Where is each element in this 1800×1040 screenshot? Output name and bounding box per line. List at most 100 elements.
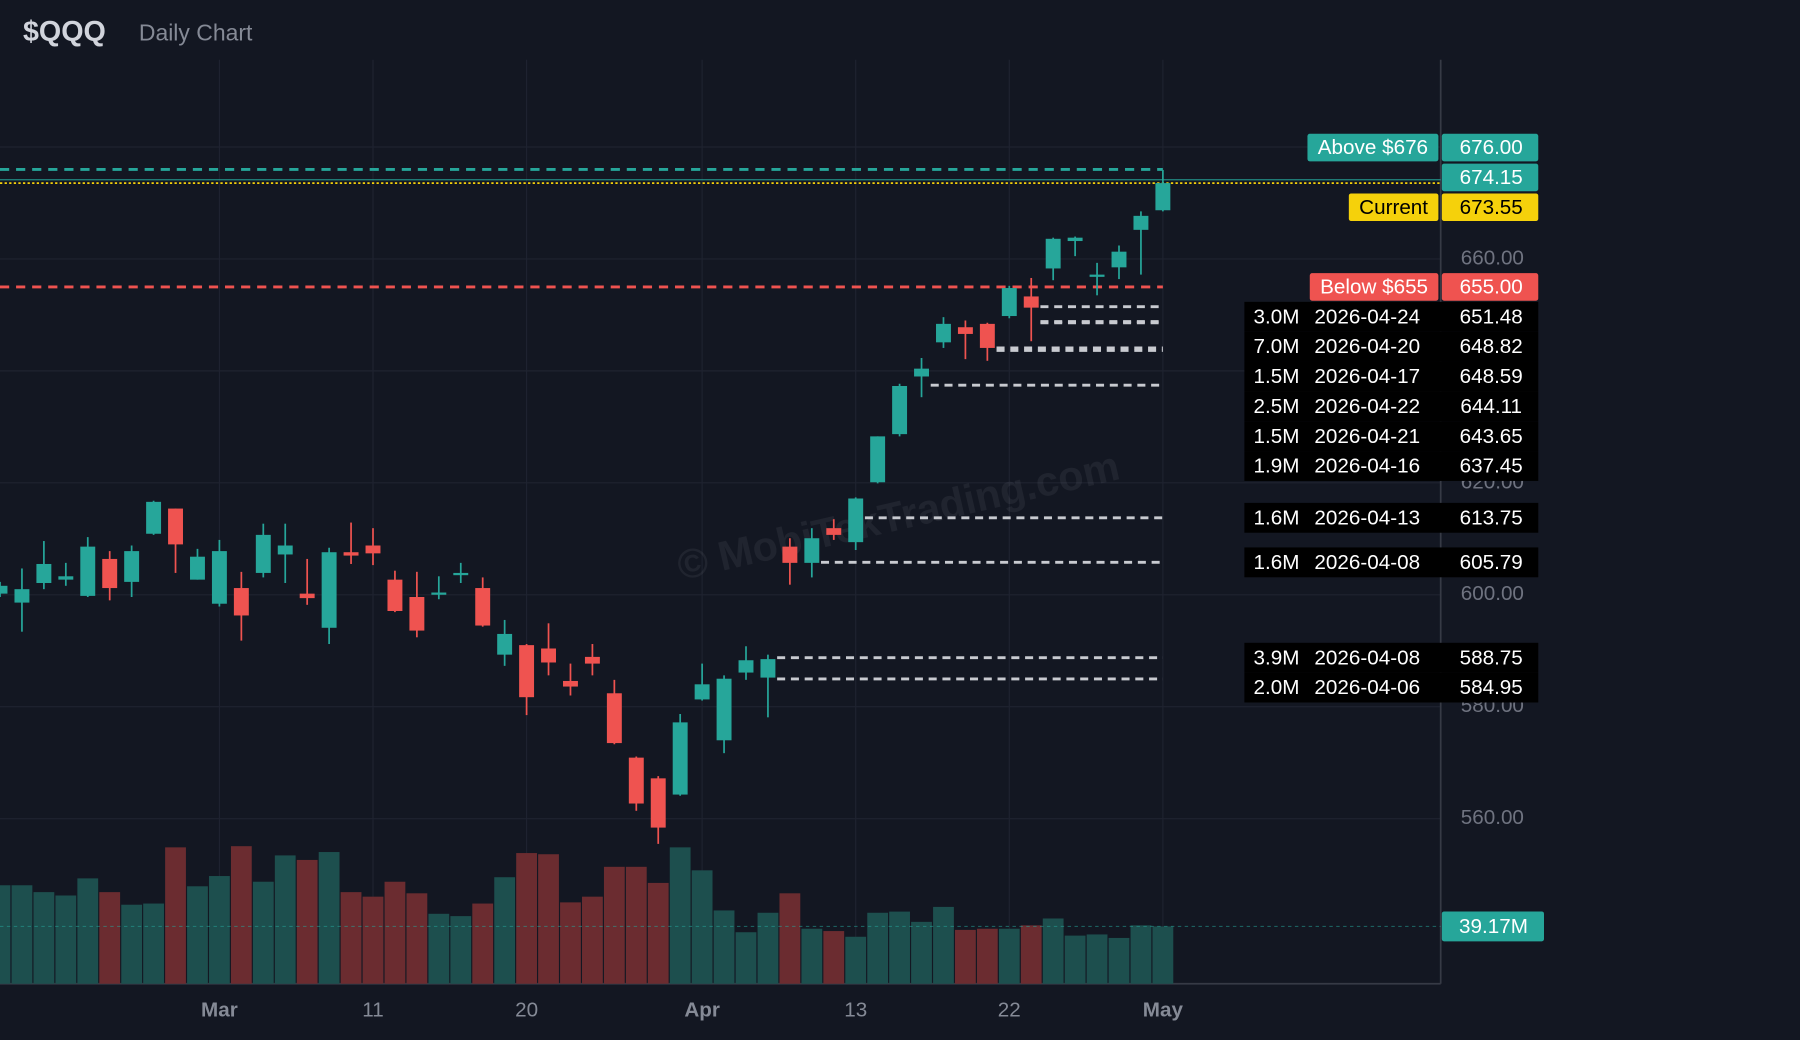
candle-body <box>453 572 469 576</box>
candle-body <box>497 633 513 655</box>
volume-bar <box>143 903 164 984</box>
candle-body <box>146 501 162 534</box>
chart-title: $QQQ <box>23 16 106 48</box>
profile-box <box>1244 502 1539 533</box>
candle-body <box>760 659 776 678</box>
volume-bar <box>121 904 143 984</box>
profile-date: 2026-04-20 <box>1314 335 1420 358</box>
profile-date: 2026-04-24 <box>1314 305 1420 328</box>
candle-body <box>628 757 644 804</box>
profile-price: 644.11 <box>1460 395 1522 418</box>
volume-bar <box>450 916 472 984</box>
candle-body <box>519 645 535 698</box>
profile-price: 651.48 <box>1460 305 1523 328</box>
volume-bar <box>1130 925 1152 984</box>
profile-box <box>1244 672 1539 703</box>
volume-bar <box>77 878 99 984</box>
level-tag-label: Above $676 <box>1318 136 1428 159</box>
profile-box <box>1244 361 1539 392</box>
volume-bar <box>691 870 713 984</box>
candle-body <box>914 368 929 377</box>
candle-body <box>694 684 710 700</box>
volume-bar <box>538 854 559 984</box>
y-tick-label: 600.00 <box>1461 582 1524 605</box>
profile-box <box>1244 451 1539 481</box>
candle-body <box>584 656 600 664</box>
level-tag-label: Below $655 <box>1320 276 1428 299</box>
volume-bar <box>472 903 494 984</box>
candle-body <box>804 538 820 563</box>
candle-body <box>365 545 381 554</box>
volume-bar <box>11 885 33 984</box>
volume-bar <box>318 852 340 984</box>
volume-bar <box>230 846 252 984</box>
price-box-label: 674.15 <box>1460 166 1523 189</box>
profile-volume: 2.5M <box>1254 395 1300 418</box>
volume-bar <box>362 896 384 984</box>
volume-bar <box>494 877 516 984</box>
candle-body <box>1111 251 1127 268</box>
volume-bar <box>384 881 406 984</box>
volume-bar <box>757 912 779 984</box>
candle-body <box>672 722 688 795</box>
volume-bar <box>669 847 691 984</box>
candle-body <box>738 660 754 673</box>
volume-bar <box>33 892 55 984</box>
profile-date: 2026-04-17 <box>1314 365 1420 388</box>
level-tag <box>1348 193 1439 222</box>
volume-bar <box>1020 925 1042 984</box>
profile-volume: 1.9M <box>1254 455 1300 478</box>
volume-bar <box>1108 937 1130 984</box>
level-tag <box>1309 273 1439 301</box>
profile-date: 2026-04-08 <box>1314 551 1420 574</box>
profile-price: 648.82 <box>1460 335 1523 358</box>
profile-price: 637.45 <box>1460 455 1523 478</box>
price-box <box>1441 163 1539 192</box>
volume-box-label: 39.17M <box>1459 915 1528 938</box>
profile-box <box>1244 331 1539 362</box>
volume-bar <box>99 892 121 984</box>
profile-volume: 1.6M <box>1254 506 1300 529</box>
volume-bar <box>582 896 603 984</box>
candle-body <box>475 588 491 626</box>
candle-body <box>826 528 842 535</box>
candle-body <box>387 579 403 611</box>
candle-body <box>343 552 359 556</box>
candle-body <box>936 323 951 343</box>
volume-bar <box>187 886 208 984</box>
profile-date: 2026-04-21 <box>1314 425 1420 448</box>
profile-volume: 1.6M <box>1254 551 1300 574</box>
x-tick-label: Apr <box>684 999 720 1022</box>
volume-bar <box>0 885 11 984</box>
volume-bar <box>603 866 625 984</box>
x-tick-label: 13 <box>844 999 867 1022</box>
volume-bar <box>428 913 450 984</box>
level-tag-label: Current <box>1359 196 1428 219</box>
profile-volume: 1.5M <box>1254 365 1300 388</box>
volume-bar <box>955 929 976 984</box>
volume-bar <box>340 892 362 984</box>
x-tick-label: Mar <box>201 999 238 1022</box>
profile-box <box>1244 391 1539 422</box>
profile-volume: 7.0M <box>1254 335 1300 358</box>
candle-body <box>606 693 622 744</box>
volume-bar <box>165 847 186 984</box>
profile-price: 588.75 <box>1460 646 1523 669</box>
profile-volume: 3.9M <box>1254 646 1300 669</box>
volume-bar <box>296 859 318 984</box>
volume-bar <box>867 912 889 984</box>
volume-bar <box>274 855 296 984</box>
volume-bar <box>823 931 845 984</box>
candle-body <box>168 508 183 545</box>
volume-bar <box>911 921 932 984</box>
candle-body <box>211 551 227 604</box>
volume-bar <box>1042 918 1064 984</box>
chart-subtitle: Daily Chart <box>139 19 253 45</box>
price-box-label: 655.00 <box>1460 276 1523 299</box>
profile-box <box>1244 301 1539 332</box>
volume-bar <box>779 893 801 984</box>
candle-body <box>36 563 52 584</box>
x-tick-label: 11 <box>362 999 383 1022</box>
candle-body <box>870 436 886 483</box>
candle-body <box>299 593 315 599</box>
